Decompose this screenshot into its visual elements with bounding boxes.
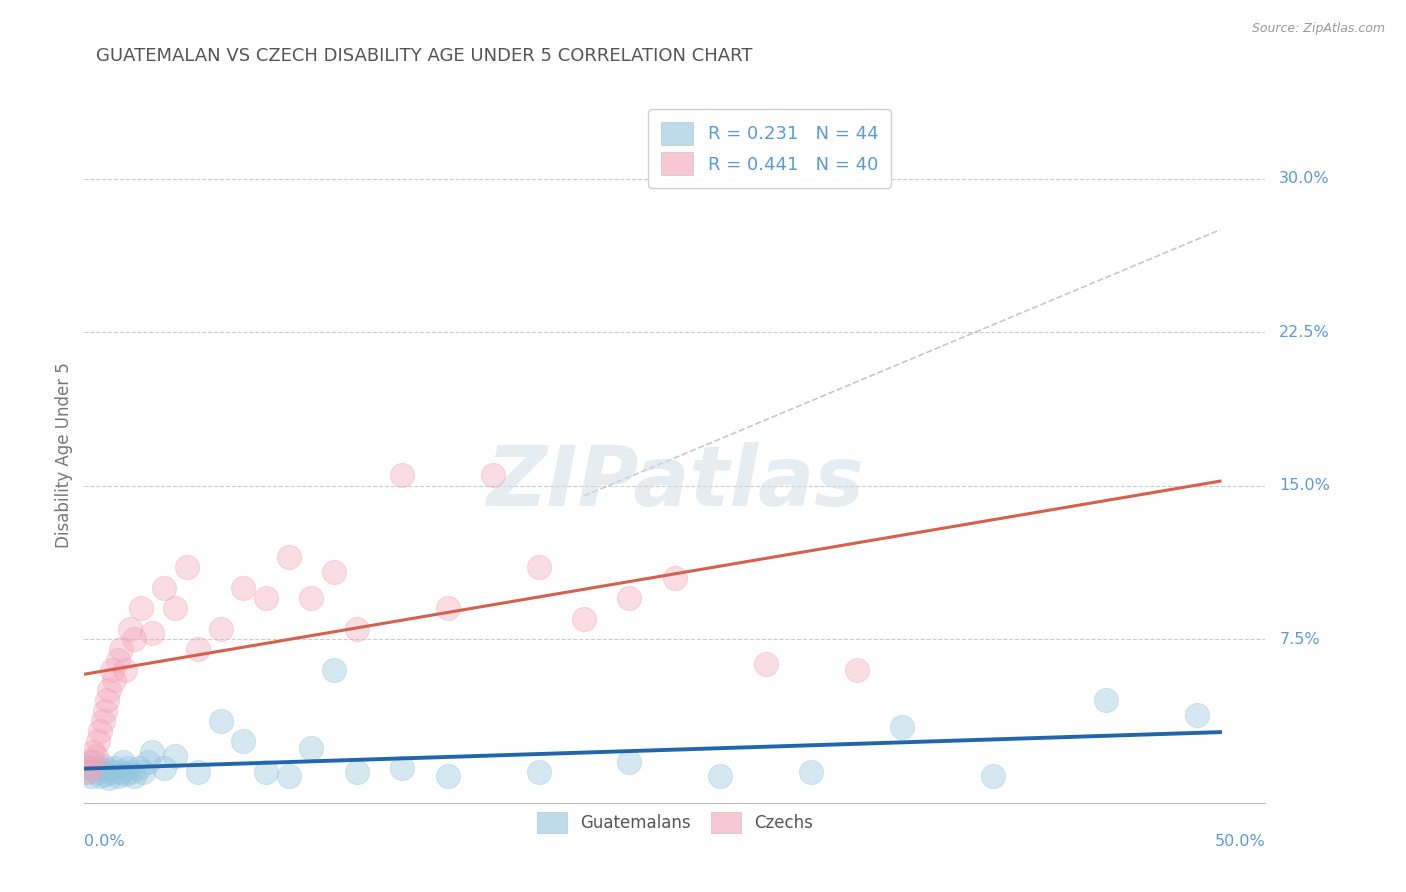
- Point: [107, 769, 129, 783]
- Point: [527, 560, 550, 574]
- Point: [845, 663, 868, 677]
- Point: [100, 663, 122, 677]
- Point: [209, 622, 232, 636]
- Point: [84, 748, 107, 763]
- Point: [132, 765, 155, 780]
- Point: [436, 769, 458, 783]
- Point: [110, 642, 132, 657]
- Point: [118, 622, 141, 636]
- Point: [111, 755, 134, 769]
- Point: [209, 714, 232, 728]
- Point: [323, 565, 346, 579]
- Point: [80, 769, 103, 783]
- Point: [232, 581, 254, 595]
- Point: [87, 734, 110, 748]
- Point: [76, 765, 98, 780]
- Point: [98, 683, 121, 698]
- Point: [103, 761, 125, 775]
- Point: [117, 761, 139, 775]
- Point: [89, 724, 111, 739]
- Text: 22.5%: 22.5%: [1279, 325, 1330, 340]
- Point: [187, 765, 209, 780]
- Point: [800, 765, 823, 780]
- Point: [141, 745, 163, 759]
- Point: [1095, 693, 1118, 707]
- Point: [527, 765, 550, 780]
- Point: [572, 612, 595, 626]
- Point: [82, 755, 104, 769]
- Point: [77, 755, 100, 769]
- Text: 50.0%: 50.0%: [1215, 834, 1265, 849]
- Text: 0.0%: 0.0%: [84, 834, 125, 849]
- Point: [391, 468, 413, 483]
- Point: [124, 632, 146, 646]
- Point: [98, 771, 121, 785]
- Point: [96, 763, 118, 777]
- Point: [89, 769, 111, 783]
- Point: [323, 663, 346, 677]
- Text: 30.0%: 30.0%: [1279, 171, 1330, 186]
- Point: [482, 468, 505, 483]
- Text: 15.0%: 15.0%: [1279, 478, 1330, 493]
- Point: [346, 622, 368, 636]
- Text: Source: ZipAtlas.com: Source: ZipAtlas.com: [1251, 22, 1385, 36]
- Point: [254, 591, 277, 606]
- Point: [110, 765, 132, 780]
- Point: [391, 761, 413, 775]
- Legend: Guatemalans, Czechs: Guatemalans, Czechs: [523, 798, 827, 847]
- Y-axis label: Disability Age Under 5: Disability Age Under 5: [55, 362, 73, 548]
- Point: [124, 769, 146, 783]
- Point: [277, 550, 299, 565]
- Point: [100, 765, 122, 780]
- Point: [94, 767, 117, 781]
- Point: [82, 745, 104, 759]
- Point: [301, 740, 323, 755]
- Point: [755, 657, 778, 671]
- Point: [619, 755, 641, 769]
- Text: 7.5%: 7.5%: [1279, 632, 1320, 647]
- Point: [187, 642, 209, 657]
- Point: [346, 765, 368, 780]
- Point: [153, 761, 176, 775]
- Point: [981, 769, 1004, 783]
- Point: [153, 581, 176, 595]
- Point: [87, 761, 110, 775]
- Point: [118, 765, 141, 780]
- Point: [114, 767, 136, 781]
- Point: [114, 663, 136, 677]
- Point: [1187, 707, 1209, 722]
- Point: [277, 769, 299, 783]
- Point: [165, 748, 187, 763]
- Point: [136, 755, 159, 769]
- Point: [91, 714, 114, 728]
- Text: ZIPatlas: ZIPatlas: [486, 442, 863, 524]
- Point: [129, 601, 152, 615]
- Point: [436, 601, 458, 615]
- Point: [664, 571, 686, 585]
- Point: [141, 626, 163, 640]
- Point: [91, 759, 114, 773]
- Point: [619, 591, 641, 606]
- Point: [103, 673, 125, 687]
- Point: [254, 765, 277, 780]
- Point: [176, 560, 198, 574]
- Point: [76, 765, 98, 780]
- Point: [84, 765, 107, 780]
- Point: [107, 652, 129, 666]
- Point: [94, 704, 117, 718]
- Point: [891, 720, 914, 734]
- Point: [80, 761, 103, 775]
- Point: [96, 693, 118, 707]
- Text: GUATEMALAN VS CZECH DISABILITY AGE UNDER 5 CORRELATION CHART: GUATEMALAN VS CZECH DISABILITY AGE UNDER…: [96, 47, 752, 65]
- Point: [301, 591, 323, 606]
- Point: [165, 601, 187, 615]
- Point: [232, 734, 254, 748]
- Point: [709, 769, 731, 783]
- Point: [128, 761, 150, 775]
- Point: [77, 761, 100, 775]
